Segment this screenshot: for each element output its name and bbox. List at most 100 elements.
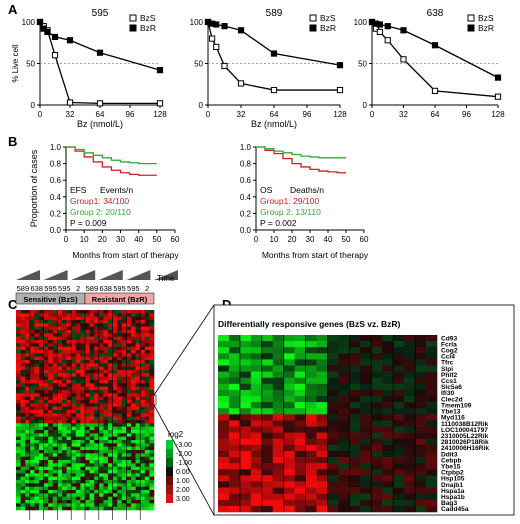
heatmap-c-cell [34,346,40,351]
heatmap-c-cell [43,330,49,334]
heatmap-c-cell [29,433,35,437]
heatmap-c-cell [62,316,67,321]
heatmap-c-cell [29,443,35,447]
heatmap-c-cell [126,490,132,494]
heatmap-c-cell [98,403,104,407]
heatmap-c-cell [66,370,72,374]
heatmap-c-cell [89,350,95,354]
heatmap-c-cell [29,346,35,351]
heatmap-c-cell [62,433,67,437]
heatmap-c-cell [52,346,58,351]
heatmap-c-cell [57,410,63,414]
heatmap-c-cell [144,433,150,437]
heatmap-c-cell [144,366,150,371]
heatmap-c-cell [108,420,113,424]
heatmap-c-cell [149,460,155,464]
heatmap-c-cell [66,453,72,457]
heatmap-c-cell [149,506,155,511]
heatmap-c-cell [140,446,146,451]
heatmap-d-cell [371,499,383,507]
heatmap-d-cell [349,341,361,348]
heatmap-c-cell [20,416,26,421]
heatmap-c-cell [52,486,58,491]
heatmap-c-cell [29,430,35,434]
heatmap-c-cell [66,393,72,397]
chart-a1-series-point-BzR [44,28,51,36]
heatmap-c-cell [57,480,63,484]
chart-b1-x-tick-label: 60 [171,235,180,244]
heatmap-d-cell [283,335,295,342]
heatmap-c-cell [16,386,21,391]
heatmap-c-cell [62,456,67,461]
heatmap-d-cell [272,365,284,372]
heatmap-c-cell [71,443,77,447]
gene-label: LOC100041797 [441,427,488,434]
heatmap-c-cell [57,476,63,481]
heatmap-d-cell [327,347,339,354]
heatmap-c-cell [98,473,104,477]
heatmap-c-cell [71,433,77,437]
heatmap-d-cell [228,481,241,488]
heatmap-d-cell [426,371,438,379]
heatmap-c-cell [48,340,54,344]
heatmap-d-cell [404,359,416,366]
heatmap-c-cell [80,430,86,434]
heatmap-c-cell [94,400,100,404]
heatmap-c-cell [98,450,104,454]
heatmap-c-cell [71,330,77,334]
heatmap-c-cell [25,433,31,437]
heatmap-c-cell [75,470,81,474]
heatmap-c-cell [57,390,63,394]
heatmap-c-cell [140,443,146,447]
heatmap-d-cell [294,457,306,464]
heatmap-d-cell [393,365,405,372]
heatmap-d-cell [371,414,383,421]
heatmap-c-cell [108,450,113,454]
heatmap-c-cell [98,420,104,424]
heatmap-c-cell [98,370,104,374]
heatmap-c-cell [112,453,118,457]
heatmap-c-cell [71,413,77,417]
heatmap-c-cell [62,386,67,391]
heatmap-d-cell [371,487,383,494]
heatmap-c-cell [108,403,113,407]
heatmap-d-title: Differentially responsive genes (BzS vz.… [218,319,400,329]
chart-a3-series-point-BzR [431,42,439,49]
heatmap-c-cell [126,473,132,477]
heatmap-d-cell [250,450,263,458]
chart-b2-x-label: Months from start of therapy [262,250,369,260]
heatmap-c-cell [126,453,132,457]
heatmap-c-cell [94,386,100,391]
heatmap-c-cell [103,500,109,504]
heatmap-c-cell [117,336,123,341]
heatmap-c-cell [149,363,155,367]
heatmap-c-cell [94,456,100,461]
heatmap-c-cell [112,496,118,501]
heatmap-c-cell [140,343,146,347]
heatmap-c-cell [71,326,77,331]
heatmap-c-cell [25,436,31,441]
heatmap-c-cell [25,430,31,434]
heatmap-c-cell [103,453,109,457]
heatmap-c-cell [135,463,141,467]
heatmap-d-cell [294,402,306,409]
heatmap-c-cell [89,493,95,497]
heatmap-c-cell [25,450,31,454]
heatmap-c-cell [135,403,141,407]
heatmap-c-cell [85,463,90,467]
heatmap-d-cell [228,353,241,360]
heatmap-c-cell [34,496,40,501]
heatmap-c-cell [108,413,113,417]
heatmap-d-cell [327,438,339,446]
heatmap-d-cell [371,420,383,427]
chart-b2-group1-summary: Group1: 29/100 [260,196,319,206]
heatmap-d-cell [393,359,405,366]
heatmap-c-cell [29,360,35,364]
heatmap-d-cell [283,341,295,348]
heatmap-c-cell [108,470,113,474]
heatmap-d-cell [272,481,284,488]
heatmap-c-cell [131,356,136,361]
heatmap-d-cell [371,383,383,391]
heatmap-c-cell [85,500,90,504]
heatmap-c-cell [48,370,54,374]
